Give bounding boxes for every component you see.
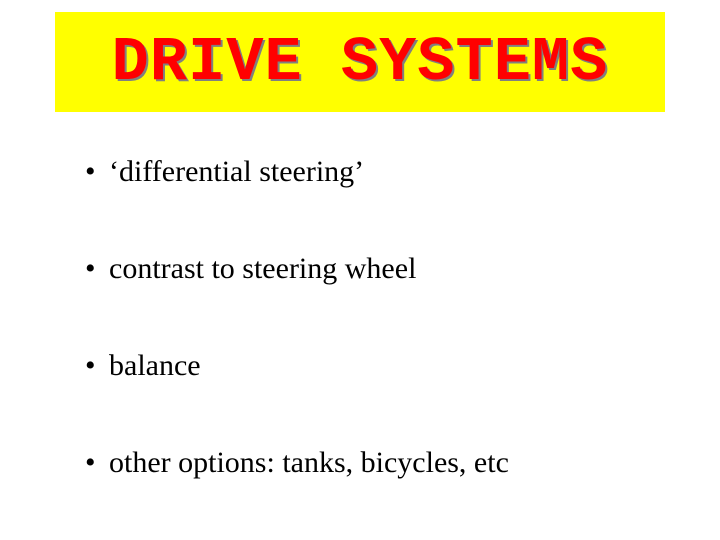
bullet-marker: •	[85, 252, 109, 285]
bullet-marker: •	[85, 446, 109, 479]
bullet-text: contrast to steering wheel	[109, 252, 416, 285]
bullet-list: •‘differential steering’ •contrast to st…	[85, 155, 645, 540]
list-item: •contrast to steering wheel	[85, 252, 645, 285]
bullet-marker: •	[85, 349, 109, 382]
slide: DRIVE SYSTEMS •‘differential steering’ •…	[0, 0, 720, 540]
list-item: •‘differential steering’	[85, 155, 645, 188]
bullet-text: ‘differential steering’	[109, 155, 364, 188]
bullet-text: balance	[109, 349, 201, 382]
bullet-text: other options: tanks, bicycles, etc	[109, 446, 509, 479]
list-item: •other options: tanks, bicycles, etc	[85, 446, 645, 479]
slide-title: DRIVE SYSTEMS	[112, 27, 609, 98]
bullet-marker: •	[85, 155, 109, 188]
list-item: •balance	[85, 349, 645, 382]
title-box: DRIVE SYSTEMS	[55, 12, 665, 112]
